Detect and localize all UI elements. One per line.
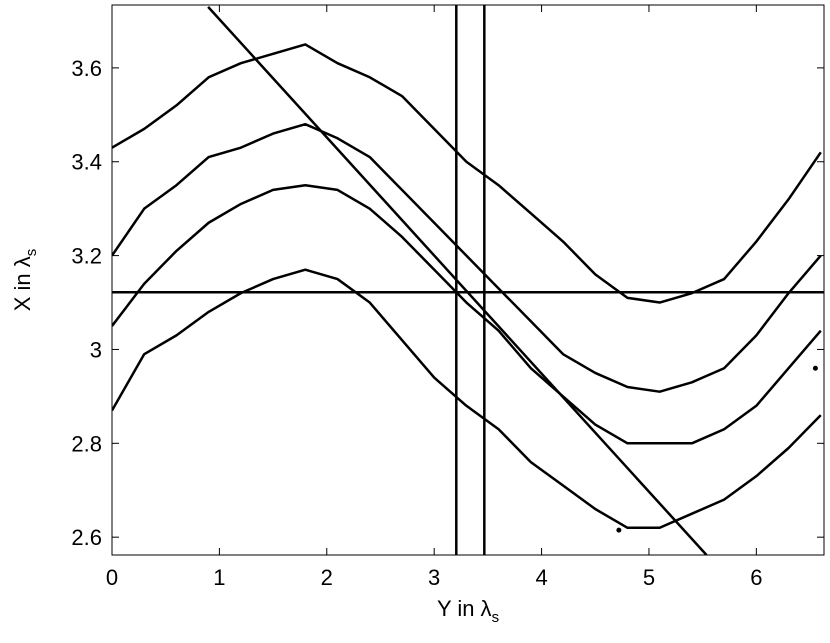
y-tick-label: 3.4 (71, 150, 102, 175)
y-axis-label-sub: s (23, 249, 40, 257)
x-axis-label: Y in λs (437, 596, 499, 626)
x-tick-label: 4 (535, 565, 547, 590)
x-tick-label: 6 (750, 565, 762, 590)
y-tick-label: 3 (90, 337, 102, 362)
series-line (112, 43, 822, 304)
series-line (112, 183, 822, 445)
x-tick-label: 1 (213, 565, 225, 590)
x-axis-label-text: Y in λ (437, 596, 492, 621)
x-tick-label: 0 (106, 565, 118, 590)
x-tick-label: 5 (643, 565, 655, 590)
x-tick-label: 3 (428, 565, 440, 590)
marker (616, 527, 622, 533)
y-tick-label: 2.6 (71, 525, 102, 550)
x-axis-label-sub: s (492, 609, 500, 626)
marker (812, 365, 818, 371)
y-tick-label: 3.2 (71, 244, 102, 269)
series-line (112, 268, 822, 530)
y-tick-label: 3.6 (71, 56, 102, 81)
y-tick-label: 2.8 (71, 431, 102, 456)
y-axis-label-text: X in λ (10, 256, 35, 311)
axes-box (111, 4, 825, 556)
x-tick-label: 2 (321, 565, 333, 590)
y-axis-label: X in λs (10, 249, 40, 312)
series-line (112, 122, 822, 393)
